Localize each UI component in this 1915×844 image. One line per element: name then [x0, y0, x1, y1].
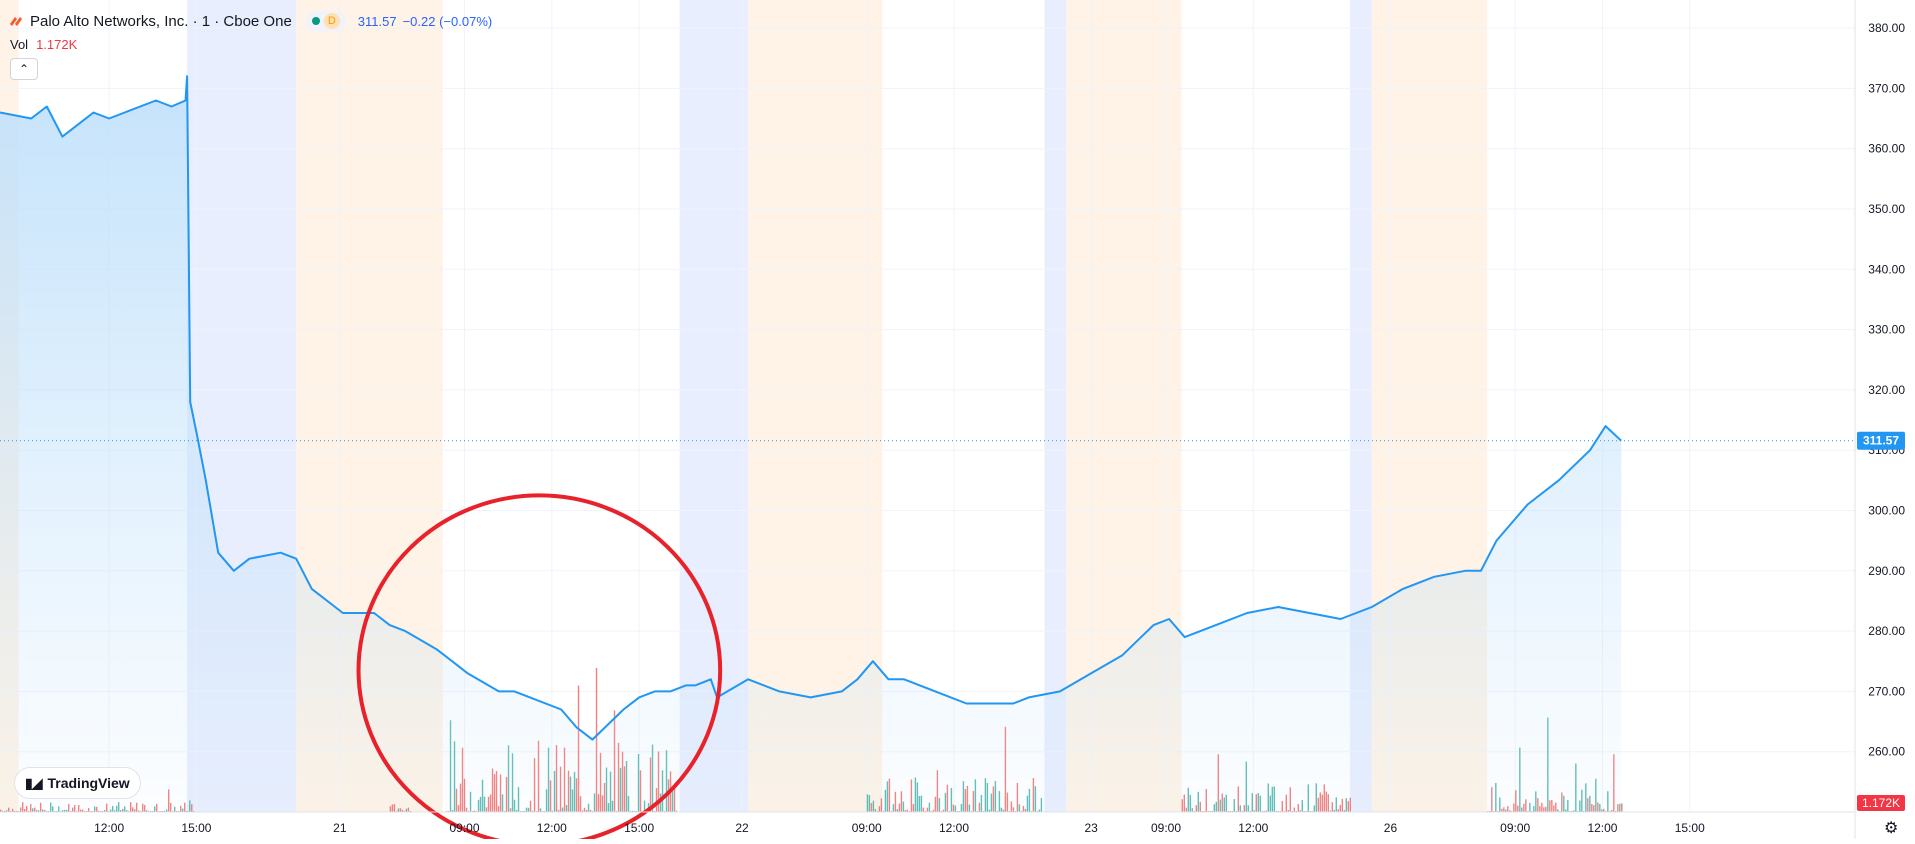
volume-label: Vol — [10, 37, 29, 52]
x-tick-label: 21 — [333, 821, 347, 835]
y-tick-label: 350.00 — [1868, 202, 1905, 216]
x-tick-label: 26 — [1384, 821, 1398, 835]
y-tick-label: 320.00 — [1868, 383, 1905, 397]
premarket-session-band — [679, 0, 749, 812]
y-tick-label: 330.00 — [1868, 323, 1905, 337]
x-tick-label: 12:00 — [939, 821, 969, 835]
price-area-fill — [0, 76, 1622, 813]
x-tick-label: 15:00 — [181, 821, 211, 835]
x-tick-label: 23 — [1084, 821, 1098, 835]
x-tick-label: 15:00 — [624, 821, 654, 835]
y-tick-label: 280.00 — [1868, 624, 1905, 638]
y-tick-label: 370.00 — [1868, 81, 1905, 95]
x-tick-label: 09:00 — [852, 821, 882, 835]
volume-legend: Vol 1.172K — [10, 37, 77, 52]
legend-price: 311.57 — [357, 13, 397, 29]
symbol-title[interactable]: Palo Alto Networks, Inc. · 1 · Cboe One — [30, 12, 292, 30]
tradingview-wordmark: TradingView — [47, 775, 130, 791]
y-tick-label: 360.00 — [1868, 142, 1905, 156]
y-tick-label: 270.00 — [1868, 684, 1905, 698]
x-tick-label: 12:00 — [1587, 821, 1617, 835]
y-tick-label: 300.00 — [1868, 503, 1905, 517]
x-tick-label: 09:00 — [1500, 821, 1530, 835]
legend-change: −0.22 (−0.07%) — [402, 13, 493, 29]
premarket-session-band — [1044, 0, 1067, 812]
x-tick-label: 12:00 — [1238, 821, 1268, 835]
price-line — [0, 75, 1622, 741]
x-tick-label: 12:00 — [537, 821, 567, 835]
last-price-tag — [1857, 431, 1905, 450]
volume-bar — [1621, 803, 1623, 812]
chevron-up-icon: ⌃ — [18, 62, 30, 76]
tradingview-mark-icon: ▮◢ — [25, 774, 43, 791]
x-tick-label: 09:00 — [450, 821, 480, 835]
y-tick-label: 340.00 — [1868, 262, 1905, 276]
annotation-ellipse — [356, 493, 723, 844]
chart-legend: Palo Alto Networks, Inc. · 1 · Cboe One … — [8, 11, 492, 31]
collapse-legend-button[interactable]: ⌃ — [10, 58, 38, 80]
tradingview-logo[interactable]: ▮◢ TradingView — [14, 767, 141, 799]
palo-alto-logo-icon — [10, 17, 22, 26]
volume-tag-label: 1.172K — [1862, 796, 1900, 810]
settings-gear-icon[interactable]: ⚙ — [1884, 820, 1899, 837]
x-tick-label: 15:00 — [1675, 821, 1705, 835]
x-tick-label: 22 — [735, 821, 749, 835]
x-tick-label: 12:00 — [94, 821, 124, 835]
market-open-icon — [311, 17, 320, 25]
y-tick-label: 380.00 — [1868, 21, 1905, 35]
y-tick-label: 290.00 — [1868, 564, 1905, 578]
x-tick-label: 09:00 — [1151, 821, 1181, 835]
interval-badge: D — [323, 13, 340, 29]
y-tick-label: 260.00 — [1868, 745, 1905, 759]
volume-value: 1.172K — [36, 37, 78, 52]
last-price-label: 311.57 — [1863, 434, 1899, 448]
volume-tag — [1857, 795, 1905, 811]
market-status[interactable]: D — [305, 11, 346, 31]
